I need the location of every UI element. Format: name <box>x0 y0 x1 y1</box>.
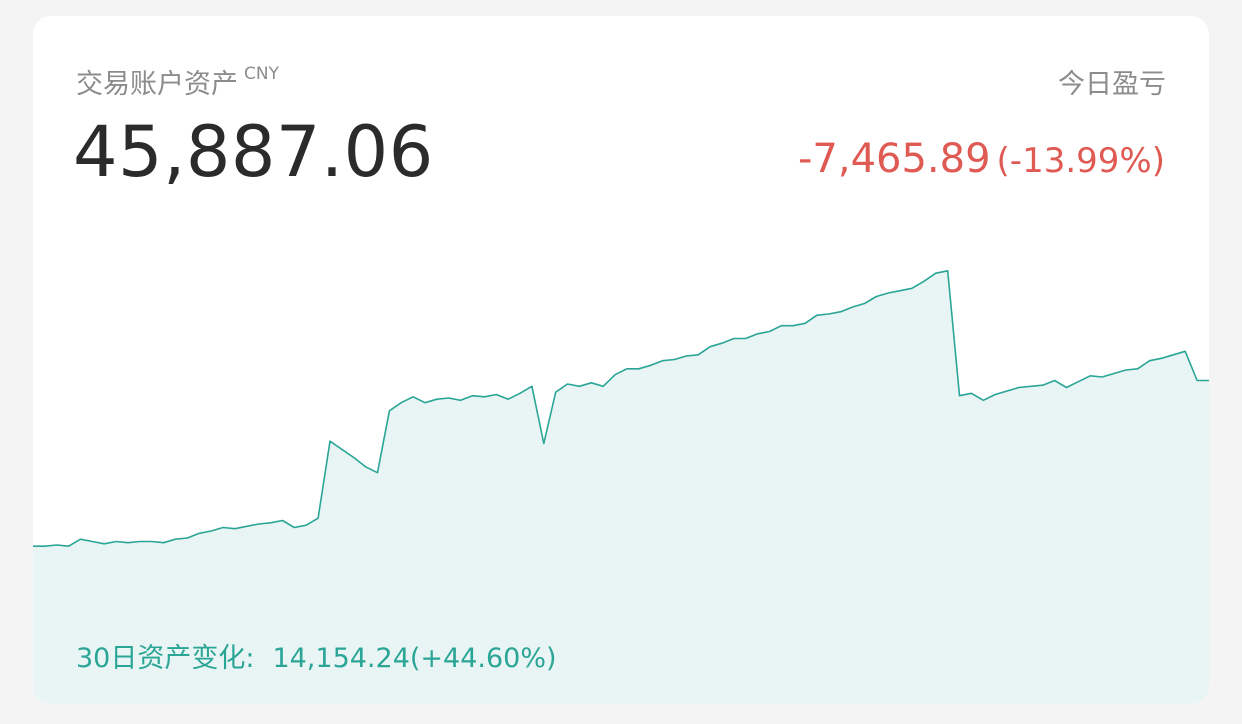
change-label: 30日资产变化: <box>76 643 255 674</box>
daily-pnl-value: -7,465.89 <box>797 136 991 182</box>
asset-label-text: 交易账户资产 <box>76 69 238 100</box>
daily-pnl-percent: (-13.99%) <box>996 141 1165 181</box>
currency-label: CNY <box>244 64 279 84</box>
series-line <box>33 270 1209 548</box>
total-assets: 45,887.06 <box>73 111 434 193</box>
thirty-day-change: 30日资产变化: 14,154.24(+44.60%) <box>76 636 557 675</box>
daily-pnl: -7,465.89 (-13.99%) <box>798 136 1165 182</box>
asset-trend-chart <box>33 270 1209 704</box>
asset-label: 交易账户资产 CNY <box>76 62 279 101</box>
change-value: 14,154.24(+44.60%) <box>272 643 557 674</box>
area-fill <box>33 270 1209 704</box>
pnl-label: 今日盈亏 <box>1058 69 1166 100</box>
asset-card: 交易账户资产 CNY 今日盈亏 45,887.06 -7,465.89 (-13.9… <box>33 16 1209 704</box>
